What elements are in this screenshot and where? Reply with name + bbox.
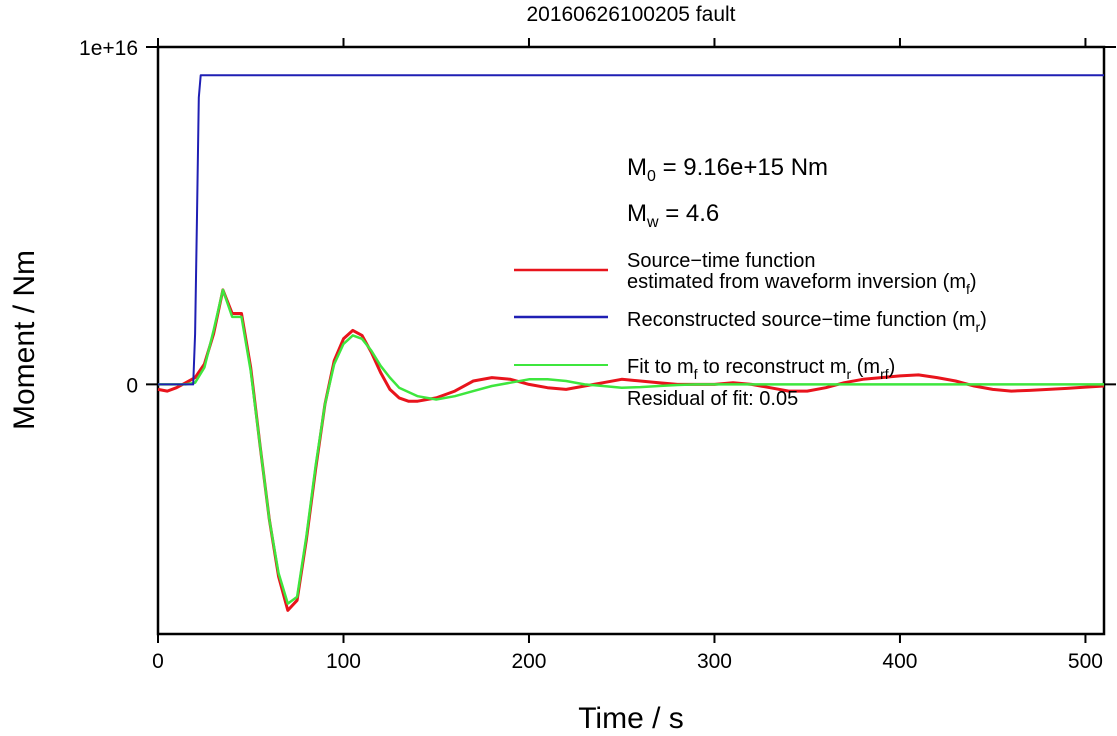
legend-label: Fit to mf to reconstruct mr (mrf): [627, 356, 895, 382]
series-line-0: [157, 288, 1105, 612]
x-axis-label: Time / s: [578, 702, 684, 735]
y-tick-label: 0: [126, 374, 138, 397]
x-tick-label: 0: [152, 650, 164, 673]
series-line-1: [158, 74, 1104, 386]
magnitude-annotation: Mw = 4.6: [627, 200, 719, 231]
x-tick-label: 400: [882, 650, 917, 673]
x-tick-label: 500: [1068, 650, 1103, 673]
x-tick-label: 300: [697, 650, 732, 673]
chart-title: 20160626100205 fault: [526, 3, 735, 26]
axis-ticks: 0 100 200 300 400 500 0 1e+16: [79, 37, 1116, 673]
series-group: [157, 74, 1105, 612]
annotations: M0 = 9.16e+15 Nm Mw = 4.6 Residual of fit:…: [627, 154, 828, 410]
legend-label: Reconstructed source−time function (mr): [627, 309, 987, 335]
y-tick-label: 1e+16: [79, 37, 138, 60]
legend-label: estimated from waveform inversion (mf): [627, 271, 977, 297]
moment-annotation: M0 = 9.16e+15 Nm: [627, 154, 828, 185]
residual-annotation: Residual of fit: 0.05: [627, 388, 798, 410]
x-tick-label: 200: [511, 650, 546, 673]
x-tick-label: 100: [326, 650, 361, 673]
plot-frame: [156, 45, 1106, 636]
y-axis-label: Moment / Nm: [8, 250, 41, 430]
series-line-2: [158, 288, 1104, 605]
legend-label: Source−time function: [627, 250, 815, 272]
